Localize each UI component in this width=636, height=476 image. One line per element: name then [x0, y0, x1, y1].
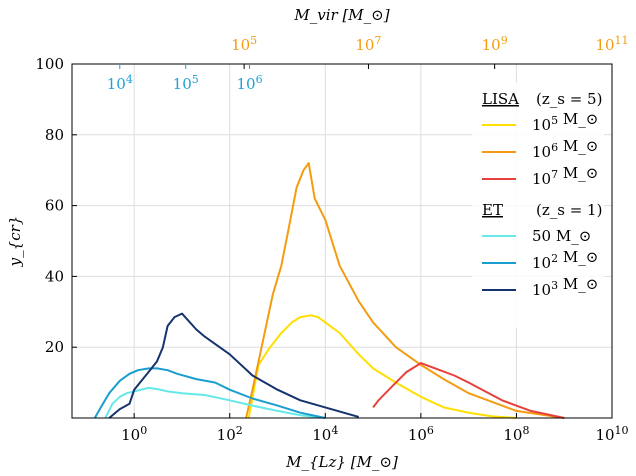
top-tick-label-blue: 104 — [107, 73, 133, 93]
axis-ticks: 100 102 104 106 108 1010 20 40 60 80 100 105 107 109 1… — [35, 34, 628, 444]
y-axis-label: y_{cr} — [6, 216, 24, 268]
top-tick-label-blue: 105 — [173, 73, 199, 93]
x-tick-label: 104 — [312, 424, 338, 444]
series-line-5 — [108, 312, 359, 419]
y-tick-label: 20 — [45, 338, 64, 356]
series-line-4 — [93, 367, 326, 419]
x-tick-label: 100 — [121, 424, 147, 444]
top-axis-label: M_vir [M_⊙] — [293, 6, 389, 24]
top-tick-label-orange: 107 — [355, 34, 381, 54]
x-tick-label: 1010 — [595, 424, 628, 444]
legend: LISA (z_s = 5)105 M_⊙106 M_⊙107 M_⊙ET (z_s… — [472, 82, 604, 328]
legend-group-title: ET — [482, 201, 503, 219]
top-tick-label-orange: 1011 — [595, 34, 628, 54]
legend-box — [472, 82, 604, 328]
legend-group-subtitle: (z_s = 5) — [536, 90, 602, 108]
series-line-2 — [372, 362, 565, 419]
legend-group-title: LISA — [482, 90, 519, 108]
series-line-3 — [104, 386, 326, 419]
series-group — [93, 162, 565, 419]
y-tick-label: 60 — [45, 197, 64, 215]
y-tick-label: 40 — [45, 267, 64, 285]
x-axis-label: M_{Lz} [M_⊙] — [285, 453, 398, 471]
y-tick-label: 80 — [45, 126, 64, 144]
x-tick-label: 108 — [503, 424, 529, 444]
x-tick-label: 102 — [217, 424, 243, 444]
x-tick-label: 106 — [408, 424, 434, 444]
top-tick-label-orange: 109 — [482, 34, 508, 54]
series-line-1 — [245, 162, 565, 419]
plot-frame — [71, 63, 613, 419]
series-line-0 — [247, 314, 517, 419]
legend-group-subtitle: (z_s = 1) — [536, 201, 602, 219]
top-tick-label-blue: 106 — [237, 73, 263, 93]
top-tick-label-orange: 105 — [231, 34, 257, 54]
legend-entry-label: 50 M_⊙ — [532, 227, 591, 245]
y-tick-label: 100 — [35, 55, 64, 73]
